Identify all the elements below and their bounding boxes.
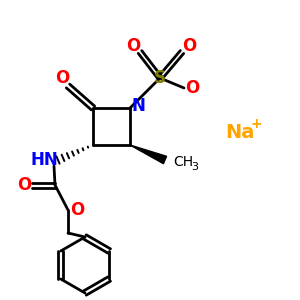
Text: O: O	[55, 69, 69, 87]
Text: N: N	[131, 97, 145, 115]
Text: 3: 3	[191, 162, 199, 172]
Text: O: O	[70, 201, 84, 219]
Text: Na: Na	[225, 122, 255, 142]
Text: CH: CH	[173, 155, 193, 169]
Text: O: O	[17, 176, 31, 194]
Text: O: O	[126, 37, 140, 55]
Text: O: O	[185, 79, 199, 97]
Text: HN: HN	[30, 151, 58, 169]
Text: +: +	[250, 117, 262, 131]
Text: S: S	[154, 69, 166, 87]
Text: O: O	[182, 37, 196, 55]
Polygon shape	[130, 145, 167, 164]
